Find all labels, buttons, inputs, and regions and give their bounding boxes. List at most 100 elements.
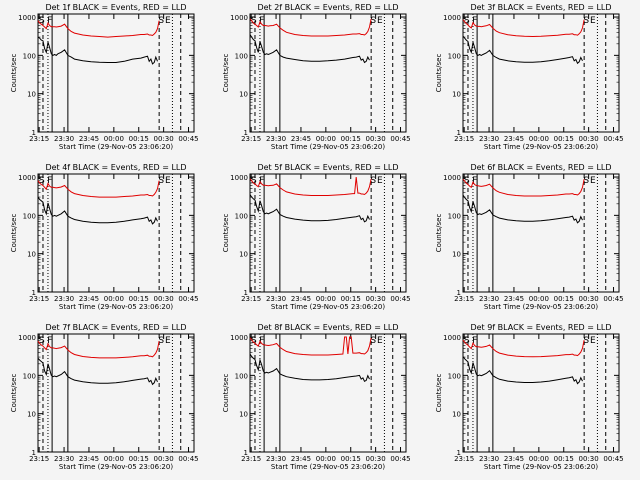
y-tick-label: 1000 bbox=[18, 14, 36, 22]
x-tick-label: 23:15 bbox=[454, 455, 474, 463]
y-tick-label: 1 bbox=[457, 449, 461, 457]
series-line-events bbox=[249, 353, 370, 382]
y-tick-label: 10 bbox=[239, 411, 248, 419]
y-axis-label: Counts/sec bbox=[222, 54, 230, 93]
chart-title: Det 6f BLACK = Events, RED = LLD bbox=[470, 163, 611, 172]
series-line-events bbox=[37, 36, 158, 65]
chart-panel-7: Det 7f BLACK = Events, RED = LLD 1 10 100 10… bbox=[10, 323, 199, 471]
marker-start: S bbox=[251, 176, 257, 186]
x-axis-label: Start Time (29-Nov-05 23:06:20) bbox=[271, 463, 385, 471]
marker-saa-end: E bbox=[165, 176, 171, 186]
chart-panel-4: Det 4f BLACK = Events, RED = LLD 1 10 100 10… bbox=[10, 163, 199, 311]
x-axis-label: Start Time (29-Nov-05 23:06:20) bbox=[59, 463, 173, 471]
y-tick-label: 1 bbox=[457, 129, 461, 137]
y-tick-label: 1 bbox=[32, 129, 36, 137]
series-line-lld bbox=[462, 178, 585, 197]
chart-panel-9: Det 9f BLACK = Events, RED = LLD 1 10 100 10… bbox=[435, 323, 624, 471]
chart-title: Det 5f BLACK = Events, RED = LLD bbox=[257, 163, 398, 172]
x-tick-label: 00:45 bbox=[390, 135, 410, 143]
marker-start: S bbox=[39, 336, 45, 346]
series-line-lld bbox=[37, 20, 160, 38]
series-line-events bbox=[462, 194, 583, 224]
x-tick-label: 23:30 bbox=[479, 295, 499, 303]
x-tick-label: 00:15 bbox=[129, 295, 149, 303]
x-tick-label: 00:30 bbox=[579, 455, 599, 463]
x-axis-label: Start Time (29-Nov-05 23:06:20) bbox=[271, 143, 385, 151]
series-line-events bbox=[249, 194, 370, 223]
y-axis-label: Counts/sec bbox=[10, 214, 18, 253]
marker-saa-start: S bbox=[370, 176, 376, 186]
x-tick-label: 00:45 bbox=[178, 455, 198, 463]
marker-flare: F bbox=[472, 16, 477, 26]
y-tick-label: 1000 bbox=[443, 14, 461, 22]
x-tick-label: 23:45 bbox=[504, 455, 524, 463]
marker-saa-start: S bbox=[370, 336, 376, 346]
chart-title: Det 9f BLACK = Events, RED = LLD bbox=[470, 323, 611, 332]
x-tick-label: 00:45 bbox=[390, 295, 410, 303]
x-tick-label: 23:15 bbox=[29, 455, 49, 463]
plot-frame bbox=[462, 333, 620, 453]
x-axis-label: Start Time (29-Nov-05 23:06:20) bbox=[271, 303, 385, 311]
chart-title: Det 1f BLACK = Events, RED = LLD bbox=[45, 3, 186, 12]
x-tick-label: 00:45 bbox=[390, 455, 410, 463]
series-line-events bbox=[462, 356, 583, 385]
y-tick-label: 10 bbox=[452, 91, 461, 99]
x-tick-label: 00:30 bbox=[154, 135, 174, 143]
chart-panel-5: Det 5f BLACK = Events, RED = LLD 1 10 100 10… bbox=[222, 163, 411, 311]
y-tick-label: 1000 bbox=[230, 14, 248, 22]
y-tick-label: 10 bbox=[239, 91, 248, 99]
x-tick-label: 23:30 bbox=[54, 135, 74, 143]
x-tick-label: 23:15 bbox=[241, 455, 261, 463]
marker-saa-start: S bbox=[370, 16, 376, 26]
chart-title: Det 3f BLACK = Events, RED = LLD bbox=[470, 3, 611, 12]
series-line-events bbox=[37, 196, 158, 225]
y-tick-label: 1 bbox=[32, 289, 36, 297]
x-tick-label: 00:15 bbox=[341, 295, 361, 303]
x-axis-label: Start Time (29-Nov-05 23:06:20) bbox=[484, 143, 598, 151]
x-tick-label: 23:30 bbox=[266, 135, 286, 143]
marker-flare: F bbox=[472, 336, 477, 346]
x-tick-label: 00:15 bbox=[341, 455, 361, 463]
marker-flare: F bbox=[47, 336, 52, 346]
chart-panel-8: Det 8f BLACK = Events, RED = LLD 1 10 100 10… bbox=[222, 323, 411, 471]
series-line-lld bbox=[462, 339, 585, 358]
x-tick-label: 23:30 bbox=[266, 295, 286, 303]
x-tick-label: 23:15 bbox=[454, 295, 474, 303]
marker-saa-end: E bbox=[165, 16, 171, 26]
y-tick-label: 100 bbox=[23, 52, 36, 60]
y-tick-label: 1000 bbox=[230, 174, 248, 182]
marker-flare: F bbox=[259, 176, 264, 186]
y-tick-label: 1 bbox=[457, 289, 461, 297]
x-tick-label: 23:30 bbox=[54, 455, 74, 463]
plot-frame bbox=[462, 13, 620, 133]
x-tick-label: 23:45 bbox=[504, 295, 524, 303]
x-tick-label: 00:00 bbox=[104, 455, 124, 463]
x-tick-label: 00:15 bbox=[341, 135, 361, 143]
x-tick-label: 00:45 bbox=[178, 295, 198, 303]
x-tick-label: 23:15 bbox=[241, 135, 261, 143]
chart-title: Det 4f BLACK = Events, RED = LLD bbox=[45, 163, 186, 172]
x-tick-label: 23:30 bbox=[54, 295, 74, 303]
chart-title: Det 8f BLACK = Events, RED = LLD bbox=[257, 323, 398, 332]
x-tick-label: 00:00 bbox=[104, 135, 124, 143]
x-tick-label: 00:30 bbox=[366, 295, 386, 303]
marker-start: S bbox=[39, 16, 45, 26]
x-tick-label: 23:15 bbox=[29, 135, 49, 143]
series-line-events bbox=[37, 357, 158, 386]
x-tick-label: 23:45 bbox=[291, 455, 311, 463]
y-tick-label: 1000 bbox=[18, 174, 36, 182]
y-tick-label: 1000 bbox=[443, 174, 461, 182]
marker-saa-end: E bbox=[377, 16, 383, 26]
chart-panel-6: Det 6f BLACK = Events, RED = LLD 1 10 100 10… bbox=[435, 163, 624, 311]
marker-flare: F bbox=[259, 336, 264, 346]
plot-frame bbox=[37, 13, 195, 133]
y-tick-label: 10 bbox=[27, 91, 36, 99]
y-axis-label: Counts/sec bbox=[435, 54, 443, 93]
x-tick-label: 00:45 bbox=[603, 295, 623, 303]
x-tick-label: 00:15 bbox=[129, 455, 149, 463]
chart-title: Det 2f BLACK = Events, RED = LLD bbox=[257, 3, 398, 12]
series-line-lld bbox=[37, 340, 160, 359]
x-tick-label: 23:15 bbox=[241, 295, 261, 303]
x-tick-label: 00:00 bbox=[529, 295, 549, 303]
x-tick-label: 00:30 bbox=[154, 455, 174, 463]
